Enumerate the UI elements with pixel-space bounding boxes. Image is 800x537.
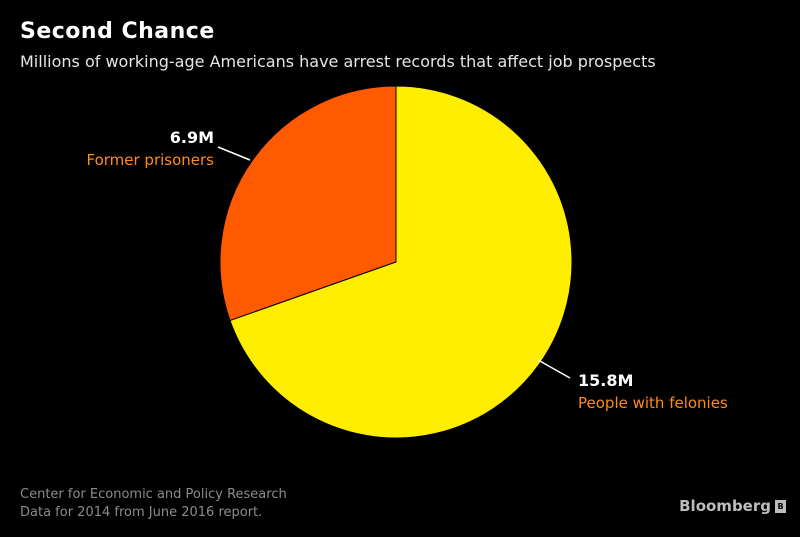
source-line-2: Data for 2014 from June 2016 report.	[20, 505, 263, 520]
value-label-former-prisoners: 6.9M	[170, 128, 214, 147]
pie-slices	[219, 85, 573, 439]
pie-slice-former-prisoners	[219, 85, 397, 322]
chart-title: Second Chance	[20, 19, 215, 44]
slice-label-former-prisoners: Former prisoners	[86, 151, 214, 169]
slice-label-people-with-felonies: People with felonies	[578, 394, 728, 412]
source-note: Center for Economic and Policy Research …	[20, 486, 287, 522]
brand-name: Bloomberg	[679, 497, 771, 515]
leader-line-former-prisoners	[217, 146, 251, 161]
bloomberg-logo-icon: B	[775, 499, 786, 513]
source-line-1: Center for Economic and Policy Research	[20, 487, 287, 502]
chart-subtitle: Millions of working-age Americans have a…	[20, 52, 656, 71]
value-label-people-with-felonies: 15.8M	[578, 371, 633, 390]
pie-slice-people-with-felonies	[229, 85, 573, 439]
leader-line-people-with-felonies	[537, 359, 571, 379]
brand-logo: Bloomberg B	[679, 497, 786, 515]
